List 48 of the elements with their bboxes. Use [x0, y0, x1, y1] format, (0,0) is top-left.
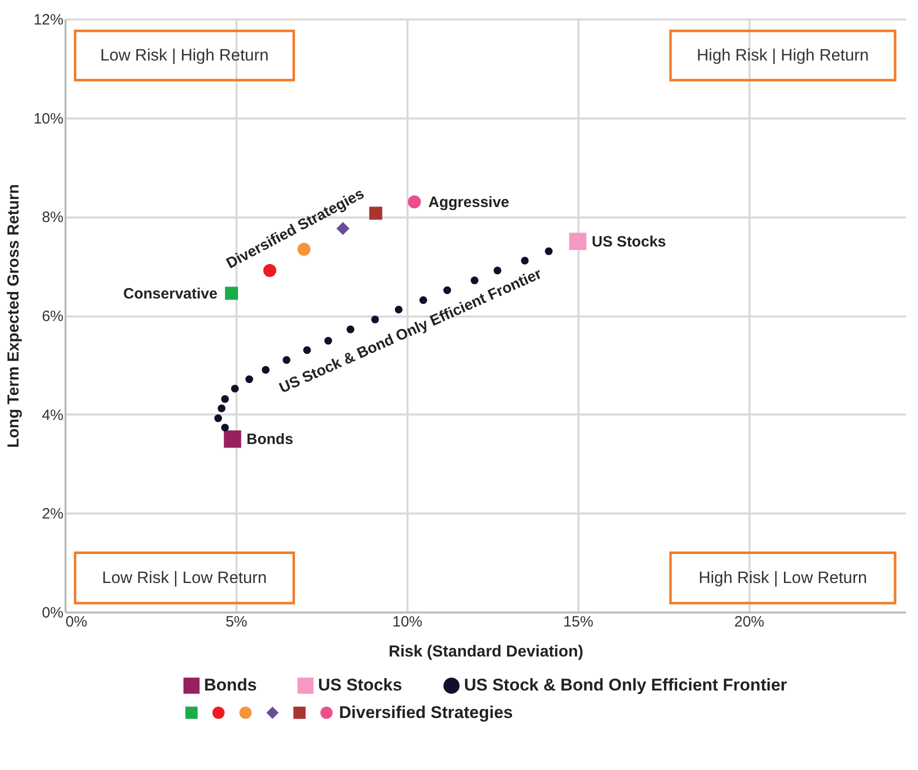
x-tick-label: 10% [392, 614, 422, 630]
legend-label: Bonds [204, 676, 257, 695]
point [369, 206, 382, 220]
annotation: High Risk | Low Return [698, 568, 868, 587]
point [282, 356, 290, 364]
x-tick-label: 0% [66, 614, 88, 630]
point [221, 424, 229, 432]
point [231, 384, 239, 392]
y-tick-label: 12% [33, 12, 64, 28]
point [262, 366, 270, 374]
annotation: Conservative [123, 285, 218, 302]
annotation: Low Risk | Low Return [102, 568, 267, 587]
annotation: Aggressive [428, 194, 510, 211]
point [569, 232, 586, 250]
text: US Stocks [592, 233, 666, 250]
x-tick-label: 15% [563, 614, 594, 630]
point [224, 286, 238, 300]
x-axis-title: Risk (Standard Deviation) [388, 644, 584, 660]
point [470, 276, 478, 284]
x-tick-label: 5% [226, 614, 248, 630]
point [408, 195, 421, 208]
y-tick-label: 8% [42, 209, 64, 226]
point [371, 316, 379, 324]
point [520, 256, 529, 265]
point [221, 395, 229, 403]
y-axis-title: Long Term Expected Gross Return [5, 184, 22, 448]
point [214, 414, 222, 422]
point [297, 242, 310, 256]
y-tick-label: 10% [33, 110, 64, 128]
point [324, 336, 332, 345]
point [346, 325, 354, 334]
point [303, 346, 311, 354]
legend-label: Diversified Strategies [339, 702, 513, 722]
point [544, 247, 553, 256]
y-tick-label: 2% [42, 506, 64, 523]
y-tick-label: 6% [42, 308, 64, 325]
legend-label: US Stocks [318, 676, 402, 695]
point [419, 296, 428, 304]
annotation: Low Risk | High Return [100, 46, 269, 64]
text: Bonds [246, 431, 294, 448]
legend-label: US Stock & Bond Only Efficient Frontier [464, 676, 788, 695]
x-tick-label: 20% [734, 614, 764, 630]
y-tick-label: 4% [42, 406, 64, 424]
annotation: High Risk | High Return [696, 46, 869, 64]
point [245, 375, 254, 384]
point [394, 306, 403, 314]
point [218, 404, 226, 412]
point [224, 430, 242, 448]
